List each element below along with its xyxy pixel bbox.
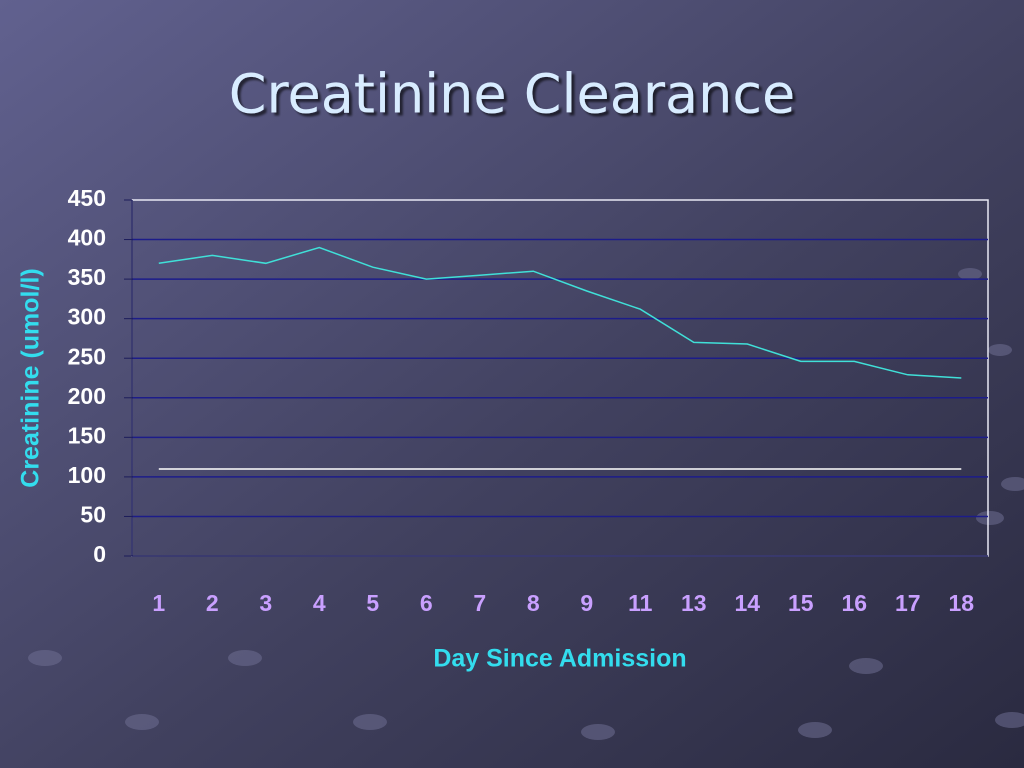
y-tick-label: 50 (80, 502, 106, 528)
x-tick-label: 4 (313, 590, 326, 616)
y-tick-label: 450 (68, 185, 106, 211)
x-tick-label: 1 (152, 590, 165, 616)
x-tick-label: 9 (580, 590, 593, 616)
x-tick-label: 7 (473, 590, 486, 616)
y-tick-label: 0 (93, 541, 106, 567)
y-tick-label: 350 (68, 264, 106, 290)
decor-dots (28, 268, 1024, 740)
y-tick-label: 300 (68, 304, 106, 330)
y-tick-label: 250 (68, 343, 106, 369)
x-tick-label: 16 (841, 590, 867, 616)
x-tick-label: 8 (527, 590, 540, 616)
x-axis-title: Day Since Admission (433, 645, 686, 673)
y-tick-label: 100 (68, 462, 106, 488)
chart-title: Creatinine Clearance (229, 63, 796, 126)
x-tick-label: 17 (895, 590, 921, 616)
y-tick-label: 400 (68, 225, 106, 251)
x-tick-label: 5 (366, 590, 379, 616)
y-tick-label: 200 (68, 383, 106, 409)
x-tick-label: 3 (259, 590, 272, 616)
x-tick-label: 18 (948, 590, 974, 616)
x-tick-label: 14 (734, 590, 760, 616)
x-tick-label: 11 (628, 590, 653, 616)
data-line (158, 246, 962, 379)
x-tick-label: 13 (681, 590, 707, 616)
x-tick-label: 15 (788, 590, 814, 616)
y-tick-label: 150 (68, 422, 106, 448)
y-axis-title: Creatinine (umol/l) (17, 268, 45, 487)
x-tick-label: 2 (206, 590, 219, 616)
x-tick-label: 6 (420, 590, 433, 616)
